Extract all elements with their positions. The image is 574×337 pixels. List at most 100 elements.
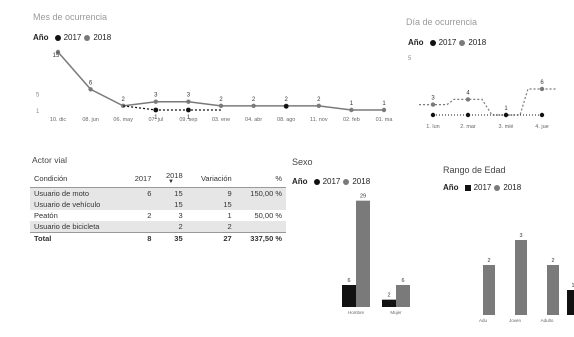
data-label: 3 xyxy=(187,93,191,99)
data-label: 2 xyxy=(252,97,256,103)
table-row[interactable]: Usuario de moto 6 15 9 150,00 % xyxy=(30,187,286,199)
series-2018-point xyxy=(316,103,321,109)
data-label: 1 xyxy=(187,115,191,121)
series-2018-point xyxy=(430,102,436,107)
cell-2018: 15 xyxy=(155,187,187,199)
x-tick-label: 11. nov xyxy=(310,117,328,123)
cell-condicion: Peatón xyxy=(34,211,58,220)
series-2018-point xyxy=(55,49,61,55)
table-row[interactable]: Usuario de vehículo 15 15 xyxy=(30,199,286,210)
legend-2017-label: 2017 xyxy=(438,38,457,47)
data-label: 1 xyxy=(504,106,508,112)
series-2018-point xyxy=(349,107,354,113)
x-tick-label: 03. ene xyxy=(212,117,230,123)
series-2018-point xyxy=(381,107,387,113)
data-label: 2 xyxy=(551,258,554,264)
cell-variacion: 1 xyxy=(227,211,232,220)
table-total-row: Total 8 35 27 337,50 % xyxy=(30,232,286,244)
legend-2018-marker xyxy=(84,34,91,41)
series-2018-point xyxy=(218,103,224,109)
y-tick-label: 1 xyxy=(36,109,40,115)
data-label: 1 xyxy=(382,101,386,107)
col-header-2017[interactable]: 2017 xyxy=(124,169,156,188)
sex-legend[interactable]: Año 2017 2018 xyxy=(292,177,370,186)
legend-2017-marker xyxy=(464,184,471,191)
series-2017-point xyxy=(283,103,289,109)
table-row[interactable]: Peatón 2 3 1 50,00 % xyxy=(30,210,286,221)
series-2017-point xyxy=(539,112,545,118)
cell-variacion: 9 xyxy=(186,187,236,199)
legend-2018-label: 2018 xyxy=(468,38,487,47)
x-tick-label: 04. abr xyxy=(245,117,262,123)
sex-panel: Sexo Año 2017 2018 6 29 Hombre 2 6 Mujer xyxy=(288,155,418,327)
legend-2018-label: 2018 xyxy=(352,177,371,186)
month-line-chart: 5 1 15 6 2 3 3 2 2 2 2 1 1 1 1 10. dic 08. jun 06. may 07.… xyxy=(36,49,393,123)
month-legend[interactable]: Año 2017 2018 xyxy=(33,33,111,42)
bar-2018 xyxy=(356,200,370,307)
legend-2017-marker xyxy=(429,39,436,46)
day-panel: Día de ocurrencia Año 2017 2018 5 3 4 1 6 1. … xyxy=(400,0,574,140)
age-panel-title: Rango de Edad xyxy=(443,165,506,175)
x-tick-label: 10. dic xyxy=(50,117,66,123)
cell-variacion: 15 xyxy=(186,199,236,210)
x-tick-label: Adu xyxy=(479,318,488,323)
legend-2017-marker xyxy=(54,34,61,41)
bar-2017 xyxy=(342,285,356,307)
series-2017-point xyxy=(186,107,191,113)
table-row[interactable]: Usuario de bicicleta 2 2 xyxy=(30,221,286,233)
data-label: 29 xyxy=(360,194,366,200)
legend-2018-marker xyxy=(343,178,350,185)
data-label: 3 xyxy=(519,233,522,239)
data-label: 2 xyxy=(317,97,321,103)
age-legend[interactable]: Año 2017 2018 xyxy=(443,183,521,192)
day-legend[interactable]: Año 2017 2018 xyxy=(408,38,486,47)
series-2018-point xyxy=(186,99,191,104)
data-label: 1 xyxy=(350,101,354,107)
data-label: 3 xyxy=(154,93,158,99)
x-tick-label: 4. jue xyxy=(535,124,548,130)
cell-condicion: Usuario de vehículo xyxy=(30,199,125,210)
col-header-condicion[interactable]: Condición xyxy=(30,169,125,188)
total-percent: 337,50 % xyxy=(235,232,286,244)
data-label: 2 xyxy=(285,97,289,103)
data-label: 2 xyxy=(122,97,126,103)
cell-2017: 6 xyxy=(124,187,156,199)
day-line-chart: 5 3 4 1 6 1. lun 2. mar 3. mié 4. jue xyxy=(408,56,556,130)
cell-2018: 3 xyxy=(178,211,183,220)
month-panel: Mes de ocurrencia Año 2017 2018 5 1 15 6 2 3 3… xyxy=(0,0,400,140)
total-label: Total xyxy=(30,232,125,244)
col-header-2018[interactable]: 2018 ▼ xyxy=(155,169,187,188)
series-2017-point xyxy=(153,107,159,113)
total-variacion: 27 xyxy=(186,232,236,244)
series-2017-line xyxy=(123,105,221,111)
actor-table-title: Actor vial xyxy=(32,155,67,165)
data-label: 6 xyxy=(347,278,350,284)
legend-2017-label: 2017 xyxy=(63,33,82,42)
data-label: 6 xyxy=(540,80,544,86)
series-2018-point xyxy=(465,97,471,102)
legend-label: Año xyxy=(33,33,49,42)
cell-2017: 2 xyxy=(147,211,152,220)
data-label: 6 xyxy=(401,278,404,284)
day-panel-title: Día de ocurrencia xyxy=(406,17,478,27)
bar-2017 xyxy=(567,290,574,315)
data-label: 2 xyxy=(487,258,490,264)
data-label: 2 xyxy=(387,293,390,299)
col-header-variacion[interactable]: Variación xyxy=(186,169,236,188)
cell-condicion: Usuario de moto xyxy=(30,187,125,199)
bar-2018 xyxy=(396,285,410,307)
cell-percent: 50,00 % xyxy=(254,211,282,220)
bar-2018 xyxy=(515,240,527,315)
legend-label: Año xyxy=(292,177,308,186)
col-header-2018-label: 2018 xyxy=(165,171,183,180)
col-header-percent[interactable]: % xyxy=(235,169,286,188)
legend-label: Año xyxy=(408,38,424,47)
data-label: 4 xyxy=(466,90,470,96)
age-bar-chart: 2Adu3Joven2Adulto1Ma xyxy=(479,233,574,323)
x-tick-label: 06. may xyxy=(113,117,133,123)
x-tick-label: Joven xyxy=(509,318,522,323)
total-2017: 8 xyxy=(124,232,156,244)
data-label: 2 xyxy=(219,97,223,103)
series-2018-point xyxy=(539,86,545,92)
x-tick-label: 2. mar xyxy=(460,124,476,130)
